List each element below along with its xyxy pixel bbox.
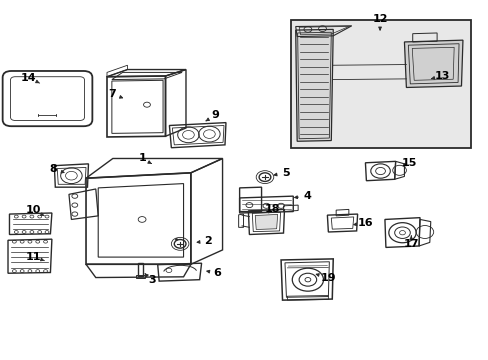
Text: 3: 3 [145, 274, 155, 285]
Text: 12: 12 [371, 14, 387, 30]
Text: 11: 11 [26, 252, 44, 262]
Text: 19: 19 [316, 273, 335, 283]
Text: 15: 15 [401, 158, 416, 168]
Text: 16: 16 [353, 218, 372, 228]
Polygon shape [255, 215, 277, 229]
Text: 2: 2 [197, 236, 211, 246]
Text: 10: 10 [26, 206, 44, 216]
Text: 4: 4 [294, 191, 311, 201]
Polygon shape [404, 40, 462, 87]
Text: 14: 14 [21, 73, 40, 83]
Text: 17: 17 [403, 236, 418, 249]
Polygon shape [295, 30, 332, 141]
Text: 5: 5 [274, 168, 289, 178]
Text: 9: 9 [205, 111, 219, 121]
Text: 18: 18 [264, 204, 280, 215]
Text: 8: 8 [49, 164, 64, 174]
Text: 6: 6 [206, 268, 221, 278]
Text: 13: 13 [430, 71, 449, 81]
Bar [290, 21, 470, 148]
Text: 1: 1 [138, 153, 151, 163]
Text: 7: 7 [108, 89, 122, 99]
